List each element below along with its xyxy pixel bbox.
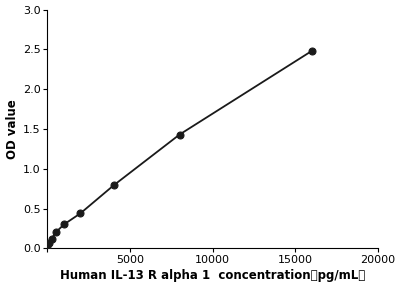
X-axis label: Human IL-13 R alpha 1  concentration（pg/mL）: Human IL-13 R alpha 1 concentration（pg/m…: [60, 270, 365, 283]
Y-axis label: OD value: OD value: [6, 99, 18, 159]
